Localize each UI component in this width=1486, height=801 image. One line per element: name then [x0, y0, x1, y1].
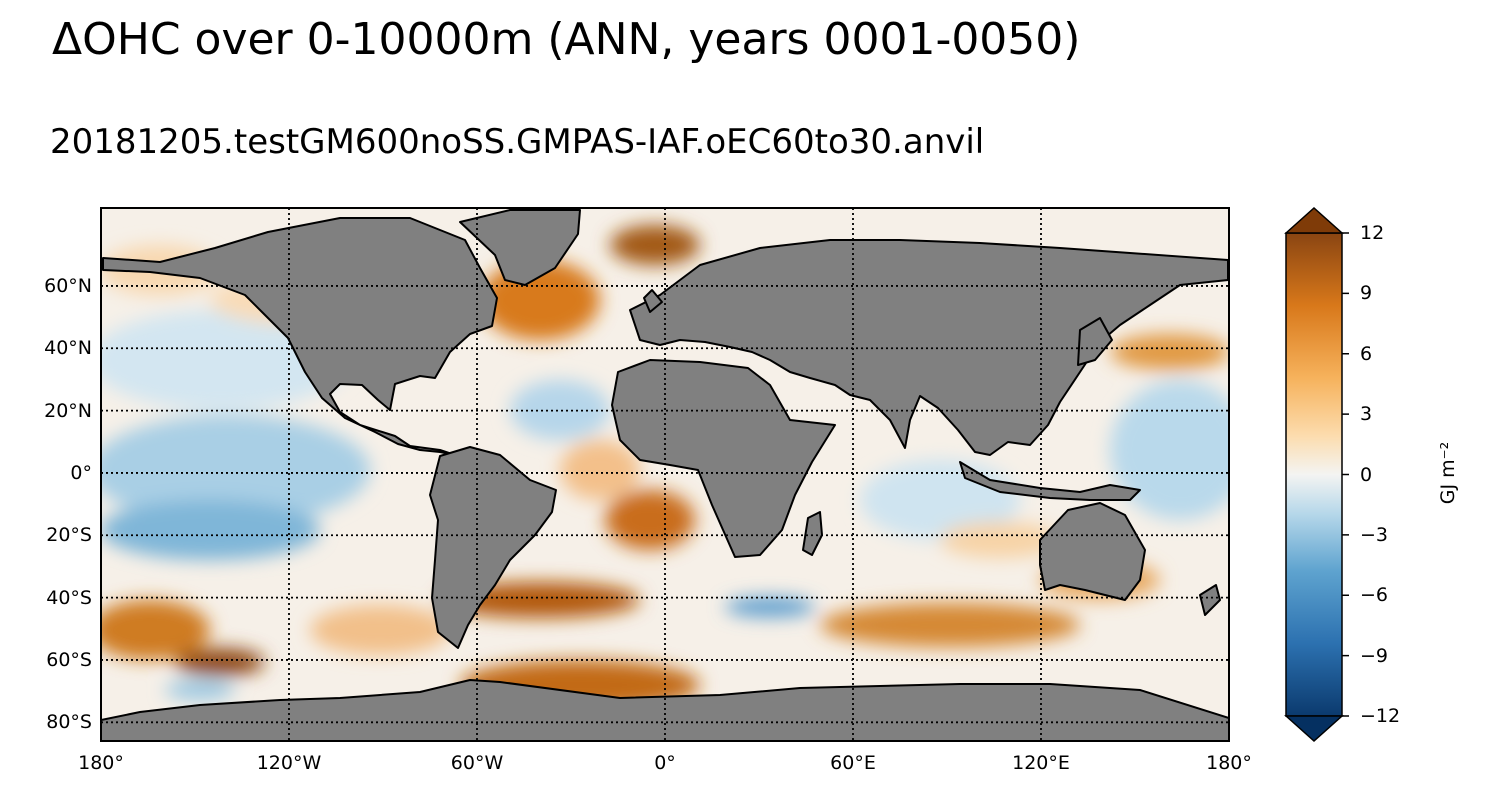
lon-tick-label: 180°	[78, 752, 124, 774]
colorbar-tick-label: −9	[1360, 644, 1389, 667]
lat-tick-label: 60°N	[44, 274, 92, 297]
lon-tick-label: 60°E	[830, 752, 876, 774]
land-africa	[611, 359, 836, 558]
land-eurasia	[629, 239, 1229, 456]
colorbar-tick-label: 9	[1360, 282, 1373, 305]
land-madagascar	[802, 511, 823, 556]
colorbar-tick-label: −12	[1360, 705, 1401, 727]
lat-tick-label: 0°	[70, 461, 92, 484]
land-japan	[1077, 317, 1113, 366]
lat-tick-label: 40°N	[44, 337, 92, 360]
lon-tick-label: 0°	[654, 752, 676, 774]
colorbar-tick-label: 3	[1360, 403, 1373, 426]
lat-tick-label: 80°S	[46, 711, 92, 734]
land-new-zealand	[1199, 584, 1221, 616]
lat-tick-label: 40°S	[46, 586, 92, 609]
map-panel	[101, 208, 1229, 741]
land-indonesia	[959, 461, 1141, 501]
lon-tick-label: 120°W	[256, 752, 322, 774]
lat-tick-label: 60°S	[46, 648, 92, 671]
lon-tick-label: 60°W	[450, 752, 504, 774]
colorbar-body	[1285, 232, 1343, 717]
lat-tick-label: 20°N	[44, 399, 92, 422]
gridlines	[101, 208, 1229, 741]
colorbar-tick-label: 6	[1360, 342, 1373, 365]
lat-tick-label: 20°S	[46, 524, 92, 547]
colorbar-extend-min	[1284, 715, 1344, 743]
colorbar-extend-max	[1284, 206, 1344, 234]
colorbar-tick-label: 0	[1360, 463, 1373, 486]
lon-tick-label: 180°	[1206, 752, 1252, 774]
land-australia	[1039, 502, 1146, 601]
land-uk	[643, 289, 663, 313]
colorbar-tick-label: −6	[1360, 584, 1389, 607]
colorbar-tick-label: 12	[1360, 222, 1385, 244]
colorbar-tick-label: −3	[1360, 523, 1389, 546]
colorbar	[1284, 206, 1349, 743]
colorbar-ticks	[1342, 232, 1349, 717]
figure-subtitle: 20181205.testGM600noSS.GMPAS-IAF.oEC60to…	[50, 122, 985, 162]
figure-title: ΔOHC over 0-10000m (ANN, years 0001-0050…	[52, 14, 1081, 65]
land-north-america	[102, 217, 498, 456]
land-antarctica	[101, 679, 1229, 741]
map-frame	[100, 207, 1230, 742]
land-greenland	[459, 209, 581, 286]
lon-tick-label: 120°E	[1012, 752, 1070, 774]
colorbar-unit-label: GJ m⁻²	[1437, 441, 1459, 505]
